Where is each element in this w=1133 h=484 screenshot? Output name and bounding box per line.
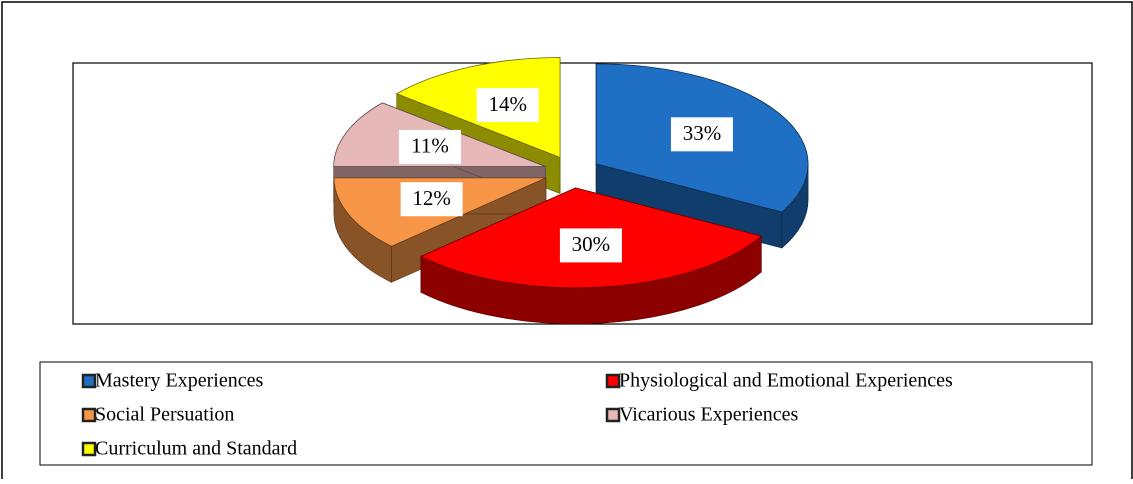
data-label: 12% [412, 186, 451, 210]
legend-box [39, 361, 1093, 466]
data-label: 14% [488, 92, 527, 116]
data-label-box [400, 182, 463, 217]
legend-swatch [81, 373, 97, 389]
legend-swatch [81, 441, 97, 457]
legend-label: Vicarious Experiences [619, 404, 798, 426]
legend-swatch [81, 407, 97, 423]
data-label-box [398, 129, 461, 164]
legend-label: Social Persuation [95, 404, 234, 426]
legend-label: Mastery Experiences [95, 370, 263, 392]
legend-label: Physiological and Emotional Experiences [619, 370, 953, 392]
data-label: 11% [411, 134, 449, 158]
data-label: 30% [572, 232, 611, 256]
legend-swatch [605, 407, 621, 423]
legend-swatch [605, 373, 621, 389]
data-label: 33% [683, 121, 722, 145]
data-label-box [559, 228, 622, 263]
data-label-box [670, 117, 733, 152]
legend-label: Curriculum and Standard [95, 438, 297, 460]
data-label-box [476, 88, 539, 123]
